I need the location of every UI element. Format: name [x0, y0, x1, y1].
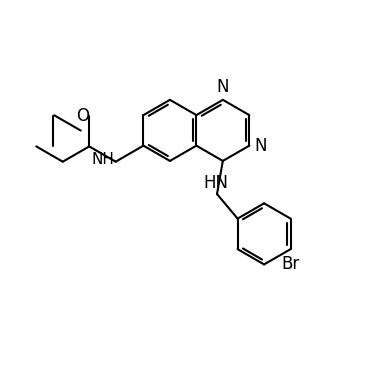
- Text: N: N: [216, 77, 229, 96]
- Text: HN: HN: [204, 174, 229, 192]
- Text: N: N: [255, 137, 267, 155]
- Text: Br: Br: [281, 254, 300, 273]
- Text: O: O: [76, 107, 89, 125]
- Text: NH: NH: [91, 153, 114, 168]
